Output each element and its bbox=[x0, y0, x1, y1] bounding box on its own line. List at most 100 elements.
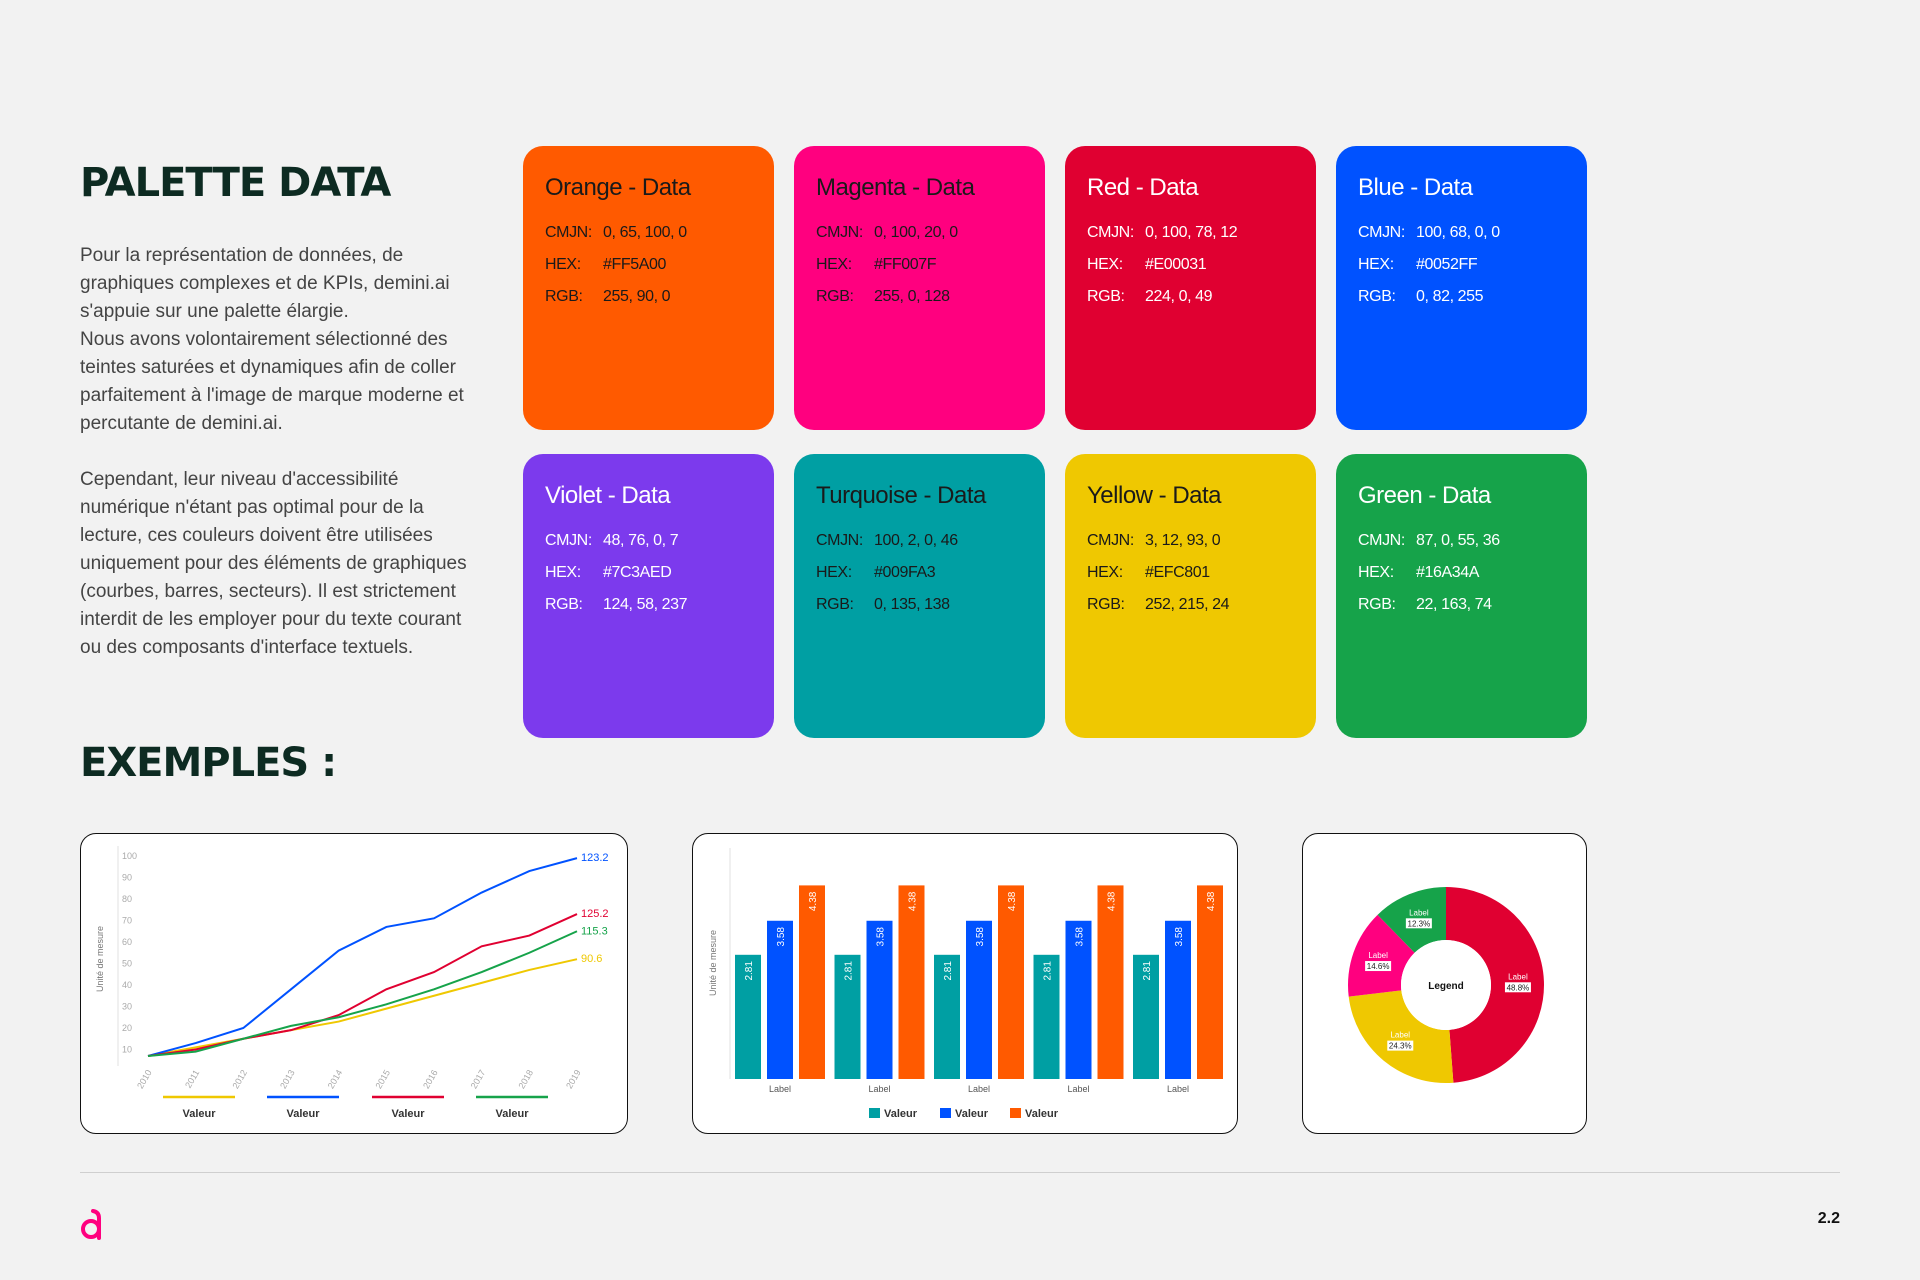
bar bbox=[934, 954, 960, 1079]
swatch-row: CMJN: 0, 65, 100, 0 bbox=[545, 224, 752, 256]
x-tick-label: 2013 bbox=[278, 1068, 297, 1090]
bar bbox=[1133, 954, 1159, 1079]
y-tick-label: 30 bbox=[122, 1002, 132, 1012]
swatch-row: CMJN: 3, 12, 93, 0 bbox=[1087, 532, 1294, 564]
bar-value-label: 4.38 bbox=[1007, 891, 1018, 911]
paragraph: Nous avons volontairement sélectionné de… bbox=[80, 329, 464, 434]
bar-chart-box: Unité de mesure Label 2.81 3.58 4.38 Label 2.8… bbox=[692, 833, 1238, 1134]
bar-value-label: 4.38 bbox=[1206, 891, 1217, 911]
legend-label: Valeur bbox=[286, 1108, 320, 1120]
x-tick-label: 2012 bbox=[230, 1068, 249, 1090]
line-annotation: 115.3 bbox=[581, 925, 608, 937]
x-tick-label: 2010 bbox=[135, 1068, 154, 1090]
bar-value-label: 4.38 bbox=[808, 891, 819, 911]
swatch-name: Yellow - Data bbox=[1087, 482, 1222, 509]
value-label-box bbox=[1365, 961, 1392, 972]
swatch-label: HEX: bbox=[545, 256, 581, 273]
swatch-row: CMJN: 87, 0, 55, 36 bbox=[1358, 532, 1565, 564]
value-label-box bbox=[1504, 982, 1531, 993]
pie-chart-box: Label 48.8% Label 24.3% Label 14.6% Label 12.3%… bbox=[1302, 833, 1587, 1134]
swatch-value: 124, 58, 237 bbox=[603, 596, 688, 613]
bar-value-label: 2.81 bbox=[943, 961, 954, 981]
bar-value-label: 3.58 bbox=[1075, 927, 1086, 947]
line-chart: 10 20 30 40 50 60 70 80 90 100 Unité de mesure 2010… bbox=[95, 846, 609, 1120]
swatch-row: RGB: 252, 215, 24 bbox=[1087, 596, 1294, 628]
swatch-label: CMJN: bbox=[1087, 224, 1134, 241]
bar-value-label: 4.38 bbox=[908, 891, 919, 911]
swatch-value: 0, 82, 255 bbox=[1416, 288, 1484, 305]
line-series bbox=[147, 930, 578, 1057]
swatch-name: Orange - Data bbox=[545, 174, 691, 201]
slice-label: Label bbox=[1409, 908, 1429, 917]
slice-label: Label bbox=[1390, 1031, 1410, 1040]
x-tick-label: Label bbox=[1067, 1084, 1089, 1094]
bar bbox=[866, 920, 893, 1079]
x-tick-label: 2019 bbox=[564, 1068, 583, 1090]
swatch-value: 252, 215, 24 bbox=[1145, 596, 1230, 613]
swatch-value: #E00031 bbox=[1145, 256, 1207, 273]
swatch-card: Red - Data CMJN: 0, 100, 78, 12 HEX: #E00031… bbox=[1065, 146, 1316, 430]
swatch-name: Turquoise - Data bbox=[816, 482, 986, 509]
swatch-value: 100, 2, 0, 46 bbox=[874, 532, 958, 549]
swatch-label: RGB: bbox=[1358, 288, 1396, 305]
y-tick-label: 20 bbox=[122, 1023, 132, 1033]
swatch-value: 255, 90, 0 bbox=[603, 288, 671, 305]
x-tick-label: 2015 bbox=[373, 1068, 392, 1090]
bar bbox=[767, 920, 793, 1079]
swatch-label: HEX: bbox=[816, 564, 852, 581]
swatch-row: CMJN: 0, 100, 78, 12 bbox=[1087, 224, 1294, 256]
legend-label: Valeur bbox=[495, 1108, 529, 1120]
bar-value-label: 3.58 bbox=[1174, 927, 1185, 947]
line-series bbox=[147, 857, 578, 1057]
swatch-label: CMJN: bbox=[545, 224, 592, 241]
swatch-row: HEX: #E00031 bbox=[1087, 256, 1294, 288]
line-annotation: 125.2 bbox=[581, 908, 609, 920]
legend-label: Valeur bbox=[884, 1108, 918, 1120]
swatch-row: RGB: 124, 58, 237 bbox=[545, 596, 752, 628]
swatch-label: RGB: bbox=[816, 596, 854, 613]
page-number: 2.2 bbox=[1817, 1210, 1840, 1227]
swatch-row: CMJN: 0, 100, 20, 0 bbox=[816, 224, 1023, 256]
swatch-row: CMJN: 100, 2, 0, 46 bbox=[816, 532, 1023, 564]
swatch-value: 3, 12, 93, 0 bbox=[1145, 532, 1221, 549]
swatch-value: 0, 135, 138 bbox=[874, 596, 950, 613]
legend-swatch bbox=[940, 1108, 951, 1118]
swatch-label: RGB: bbox=[545, 288, 583, 305]
divider bbox=[80, 1172, 1840, 1173]
pie-slice bbox=[1348, 914, 1415, 997]
bar-value-label: 2.81 bbox=[744, 961, 755, 981]
swatch-value: 48, 76, 0, 7 bbox=[603, 532, 679, 549]
bar bbox=[735, 954, 761, 1079]
line-chart-box: 10 20 30 40 50 60 70 80 90 100 Unité de mesure 2010… bbox=[80, 833, 628, 1134]
swatch-label: CMJN: bbox=[545, 532, 592, 549]
swatch-name: Red - Data bbox=[1087, 174, 1199, 201]
y-tick-label: 10 bbox=[122, 1045, 132, 1055]
swatch-row: RGB: 0, 82, 255 bbox=[1358, 288, 1565, 320]
swatch-label: RGB: bbox=[545, 596, 583, 613]
swatch-label: RGB: bbox=[1087, 288, 1125, 305]
value-label-box bbox=[1405, 918, 1432, 929]
slice-value-label: 12.3% bbox=[1408, 919, 1431, 928]
legend-label: Valeur bbox=[391, 1108, 425, 1120]
title: PALETTE DATA bbox=[80, 160, 391, 206]
swatch-value: 255, 0, 128 bbox=[874, 288, 950, 305]
bar bbox=[1097, 885, 1124, 1079]
swatch-label: CMJN: bbox=[816, 224, 863, 241]
bar-value-label: 2.81 bbox=[844, 961, 855, 981]
x-tick-label: Label bbox=[1167, 1084, 1189, 1094]
line-annotation: 90.6 bbox=[581, 953, 602, 965]
bar bbox=[1197, 885, 1223, 1079]
x-tick-label: 2014 bbox=[326, 1068, 345, 1090]
legend-swatch bbox=[1010, 1108, 1021, 1118]
swatch-value: #16A34A bbox=[1416, 564, 1480, 581]
intro-text: Pour la représentation de données, de gr… bbox=[80, 242, 480, 662]
swatch-card: Turquoise - Data CMJN: 100, 2, 0, 46 HEX: #0… bbox=[794, 454, 1045, 738]
line-series bbox=[147, 958, 578, 1057]
center-label: Legend bbox=[1428, 981, 1464, 992]
x-tick-label: 2011 bbox=[183, 1068, 201, 1090]
bar-value-label: 3.58 bbox=[876, 927, 887, 947]
x-tick-label: Label bbox=[968, 1084, 990, 1094]
swatch-label: HEX: bbox=[545, 564, 581, 581]
swatch-row: HEX: #EFC801 bbox=[1087, 564, 1294, 596]
swatch-row: HEX: #FF007F bbox=[816, 256, 1023, 288]
